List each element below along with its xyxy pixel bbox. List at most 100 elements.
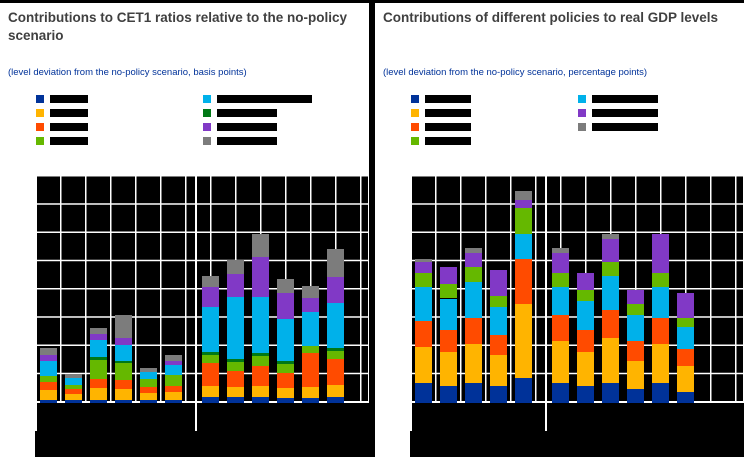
bar-segment-gray	[251, 234, 269, 257]
bar-segment-yellow	[201, 386, 219, 398]
bar-segment-purple	[626, 290, 644, 305]
bar-segment-cyan	[89, 339, 107, 357]
legend-label-redacted	[425, 123, 471, 131]
bar-segment-dark-blue	[276, 397, 294, 403]
bar-segment-orange-red	[139, 387, 157, 394]
legend-item	[411, 95, 578, 103]
bar-segment-gray	[201, 275, 219, 288]
legend-swatch	[411, 123, 419, 131]
chart-legend	[36, 95, 369, 145]
bar-segment-yellow	[39, 389, 57, 400]
legend-label-redacted	[50, 137, 88, 145]
bar-segment-dark-blue	[114, 399, 132, 403]
bar-segment-yellow	[514, 304, 532, 378]
bar-segment-green	[226, 362, 244, 371]
bar-segment-dark-blue	[601, 383, 619, 403]
bar-segment-purple	[439, 267, 457, 285]
bar-segment-cyan	[164, 364, 182, 375]
bar-segment-dark-green	[251, 353, 269, 356]
bar-segment-green	[39, 375, 57, 382]
bar-segment-yellow	[651, 343, 669, 384]
legend-item	[577, 109, 744, 117]
bar-segment-yellow	[676, 366, 694, 392]
bar-segment-dark-blue	[301, 397, 319, 403]
bar-segment-dark-blue	[551, 383, 569, 403]
y-axis-line	[410, 175, 412, 431]
bar-segment-yellow	[464, 343, 482, 384]
legend-swatch	[411, 95, 419, 103]
bar-segment-green	[139, 379, 157, 388]
bar-segment-green	[626, 304, 644, 316]
bar-segment-cyan	[39, 361, 57, 376]
bar-segment-gray	[601, 233, 619, 240]
bar-segment-cyan	[276, 318, 294, 362]
legend-label-redacted	[591, 123, 658, 131]
bar-segment-cyan	[551, 287, 569, 316]
bar-segment-purple	[676, 292, 694, 319]
legend-label-redacted	[216, 95, 312, 103]
bar-segment-dark-blue	[89, 399, 107, 403]
bar-segment-dark-green	[114, 360, 132, 364]
bar-segment-orange-red	[414, 321, 432, 347]
legend-column	[202, 95, 370, 145]
bar-segment-gray	[164, 354, 182, 361]
bar-segment-yellow	[489, 355, 507, 387]
legend-item	[36, 109, 203, 117]
bar-segment-dark-blue	[201, 397, 219, 403]
group-separator-line	[194, 175, 197, 431]
legend-item	[36, 137, 203, 145]
bar-segment-green	[301, 345, 319, 353]
bar-segment-purple	[601, 239, 619, 262]
bar-segment-orange-red	[651, 318, 669, 344]
bar-segment-orange-red	[439, 329, 457, 353]
y-axis-line	[35, 175, 37, 431]
bar-segment-green	[326, 350, 344, 360]
legend-item	[411, 109, 578, 117]
legend-label-redacted	[591, 95, 658, 103]
bar-segment-gray	[39, 348, 57, 356]
legend-swatch	[36, 109, 44, 117]
bar-segment-orange-red	[551, 315, 569, 341]
legend-label-redacted	[216, 137, 277, 145]
bar-segment-green	[201, 354, 219, 364]
group-separator-line	[544, 175, 547, 431]
bar-segment-cyan	[489, 306, 507, 336]
legend-label-redacted	[425, 137, 471, 145]
bar-segment-green	[489, 295, 507, 307]
bar-segment-gray	[276, 279, 294, 294]
legend-item	[36, 123, 203, 131]
legend-item	[36, 95, 203, 103]
legend-label-redacted	[425, 95, 471, 103]
legend-swatch	[36, 123, 44, 131]
bar-segment-cyan	[64, 377, 82, 385]
legend-item	[411, 137, 578, 145]
bar-segment-orange-red	[464, 318, 482, 344]
bar-segment-purple	[576, 273, 594, 290]
legend-item	[202, 109, 370, 117]
bar-segment-gray	[226, 260, 244, 275]
chart-legend	[411, 95, 744, 145]
chart-panel-gdp: Contributions of different policies to r…	[375, 3, 744, 457]
bar-segment-dark-green	[326, 347, 344, 351]
legend-swatch	[202, 109, 211, 117]
chart-panel-cet1: Contributions to CET1 ratios relative to…	[0, 3, 369, 457]
legend-swatch	[202, 123, 211, 131]
bar-segment-dark-green	[226, 359, 244, 363]
bar-segment-orange-red	[576, 329, 594, 353]
bar-segment-dark-blue	[164, 400, 182, 403]
bar-segment-green	[89, 359, 107, 380]
legend-swatch	[202, 95, 211, 103]
bar-segment-gray	[64, 374, 82, 378]
bar-segment-purple	[651, 233, 669, 274]
bar-segment-purple	[326, 277, 344, 303]
bar-segment-green	[576, 290, 594, 302]
bar-segment-yellow	[276, 388, 294, 398]
legend-label-redacted	[50, 95, 88, 103]
bar-segment-purple	[489, 270, 507, 296]
bar-segment-orange-red	[251, 365, 269, 386]
bar-segment-gray	[326, 249, 344, 278]
bar-segment-orange-red	[676, 349, 694, 367]
legend-swatch	[577, 123, 586, 131]
bar-segment-cyan	[139, 371, 157, 379]
legend-swatch	[577, 95, 586, 103]
